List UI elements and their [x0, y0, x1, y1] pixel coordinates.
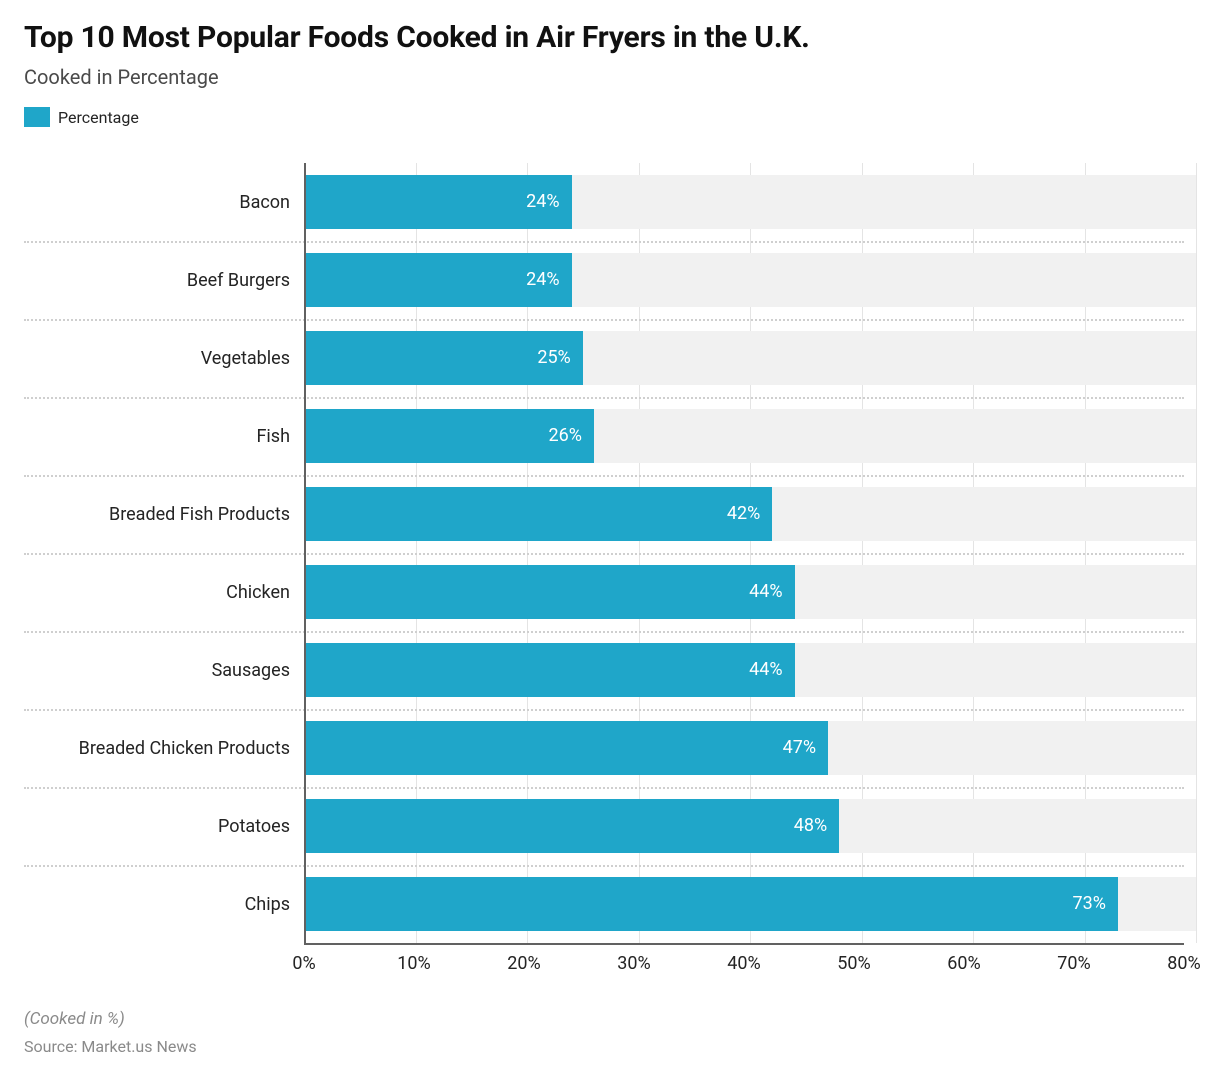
y-axis-category-label: Chips	[24, 865, 304, 943]
y-axis-category-label: Potatoes	[24, 787, 304, 865]
x-axis-tick-label: 10%	[397, 953, 430, 974]
x-axis-tick-label: 0%	[292, 953, 315, 974]
bar: 25%	[304, 331, 583, 386]
y-axis-category-label: Breaded Fish Products	[24, 475, 304, 553]
chart-area: BaconBeef BurgersVegetablesFishBreaded F…	[24, 163, 1196, 943]
bar: 44%	[304, 643, 795, 698]
bar: 42%	[304, 487, 772, 542]
legend: Percentage	[24, 107, 1196, 127]
x-axis-tick-label: 40%	[727, 953, 760, 974]
legend-label: Percentage	[58, 108, 139, 127]
x-axis-tick-label: 20%	[507, 953, 540, 974]
y-axis-labels: BaconBeef BurgersVegetablesFishBreaded F…	[24, 163, 304, 943]
bar-value-label: 44%	[749, 581, 782, 602]
x-axis: 0%10%20%30%40%50%60%70%80%	[304, 943, 1184, 983]
y-axis-category-label: Breaded Chicken Products	[24, 709, 304, 787]
y-axis-category-label: Beef Burgers	[24, 241, 304, 319]
bar-value-label: 24%	[526, 191, 559, 212]
bar-value-label: 24%	[526, 269, 559, 290]
grid-line-vertical	[1196, 163, 1197, 943]
x-axis-tick-label: 60%	[947, 953, 980, 974]
bar: 73%	[304, 877, 1118, 932]
bar: 48%	[304, 799, 839, 854]
source-line: Source: Market.us News	[24, 1037, 1196, 1056]
y-axis-category-label: Fish	[24, 397, 304, 475]
bar-value-label: 48%	[794, 815, 827, 836]
x-axis-tick-label: 30%	[617, 953, 650, 974]
bars-container: 24% 24% 25% 26% 42% 44% 44% 47% 48% 73%	[304, 163, 1196, 943]
x-axis-tick-label: 80%	[1167, 953, 1200, 974]
footnote: (Cooked in %)	[24, 1009, 1196, 1029]
plot-area: 24% 24% 25% 26% 42% 44% 44% 47% 48% 73%	[304, 163, 1196, 943]
legend-swatch	[24, 107, 50, 127]
y-axis-line	[304, 163, 306, 943]
bar-value-label: 47%	[783, 737, 816, 758]
bar: 26%	[304, 409, 594, 464]
bar-value-label: 42%	[727, 503, 760, 524]
chart-subtitle: Cooked in Percentage	[24, 65, 1196, 89]
bar-value-label: 73%	[1073, 893, 1106, 914]
bar-value-label: 25%	[537, 347, 570, 368]
bar-value-label: 44%	[749, 659, 782, 680]
bar: 24%	[304, 175, 572, 230]
y-axis-category-label: Chicken	[24, 553, 304, 631]
y-axis-category-label: Sausages	[24, 631, 304, 709]
bar-value-label: 26%	[548, 425, 581, 446]
bar: 24%	[304, 253, 572, 308]
y-axis-category-label: Bacon	[24, 163, 304, 241]
y-axis-category-label: Vegetables	[24, 319, 304, 397]
bar: 44%	[304, 565, 795, 620]
chart-title: Top 10 Most Popular Foods Cooked in Air …	[24, 20, 1196, 55]
x-axis-tick-label: 70%	[1057, 953, 1090, 974]
bar: 47%	[304, 721, 828, 776]
x-axis-tick-label: 50%	[837, 953, 870, 974]
